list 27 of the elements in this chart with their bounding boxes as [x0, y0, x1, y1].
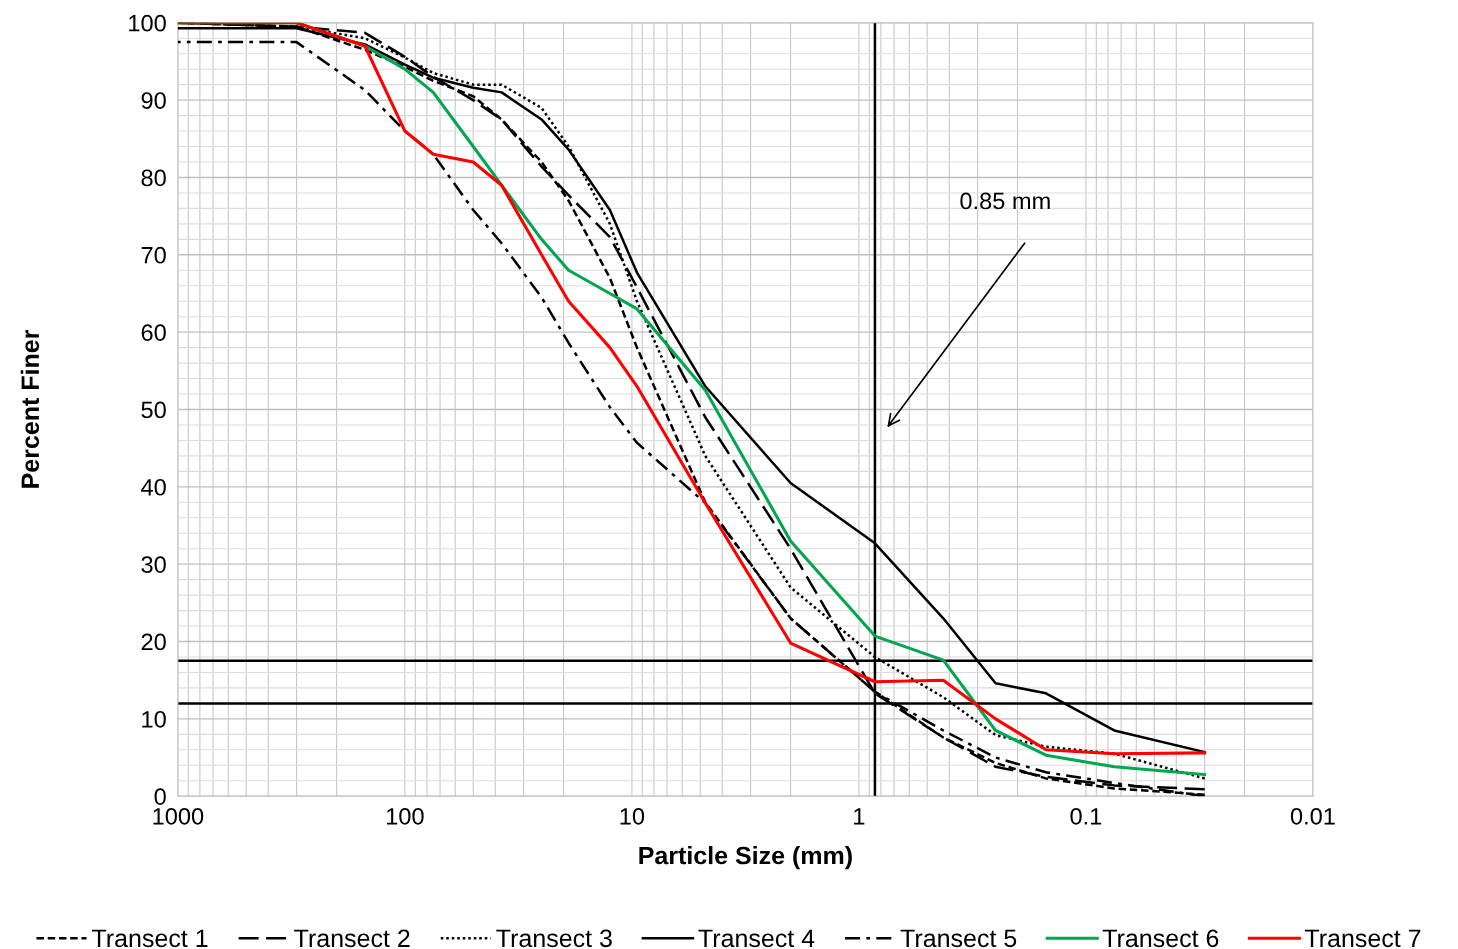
x-axis-title: Particle Size (mm): [639, 846, 852, 870]
y-tick-label: 90: [141, 92, 166, 109]
legend-label: Transect 7: [1304, 929, 1421, 948]
y-tick-label: 0: [154, 788, 166, 805]
legend-label: Transect 6: [1102, 929, 1219, 948]
legend-label: Transect 2: [294, 929, 410, 948]
legend-label: Transect 4: [698, 929, 815, 948]
annotation: 0.85 mm: [960, 192, 1050, 210]
legend-label: Transect 1: [92, 929, 208, 948]
y-tick-label: 80: [141, 169, 166, 187]
y-tick-label: 30: [141, 556, 166, 573]
legend-label: Transect 5: [900, 929, 1017, 948]
x-tick-label: 1000: [153, 807, 204, 825]
y-tick-label: 70: [141, 246, 166, 264]
x-tick-label: 0.01: [1290, 807, 1335, 825]
legend-label: Transect 3: [496, 929, 612, 948]
x-tick-label: 100: [386, 807, 424, 825]
x-tick-label: 1: [854, 808, 865, 825]
y-tick-label: 10: [142, 710, 166, 728]
y-tick-label: 60: [141, 324, 166, 341]
y-axis-title: Percent Finer: [20, 329, 40, 488]
y-tick-label: 100: [129, 14, 166, 32]
x-tick-label: 0.1: [1070, 807, 1102, 825]
y-tick-label: 40: [141, 478, 166, 496]
y-tick-label: 50: [141, 401, 166, 419]
x-tick-label: 10: [620, 807, 645, 825]
y-tick-label: 20: [141, 633, 166, 651]
